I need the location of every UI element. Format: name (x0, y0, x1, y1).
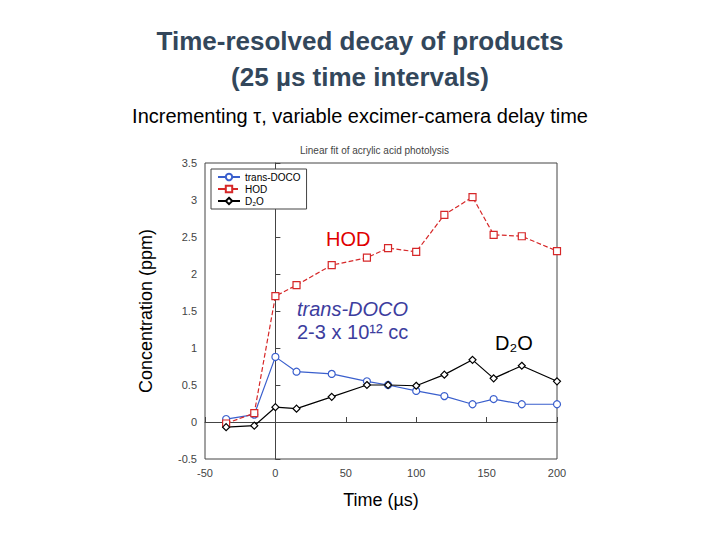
svg-text:150: 150 (477, 467, 495, 479)
svg-text:-50: -50 (197, 467, 213, 479)
svg-text:trans-DOCO: trans-DOCO (245, 172, 301, 183)
svg-text:200: 200 (548, 467, 566, 479)
svg-text:50: 50 (340, 467, 352, 479)
svg-text:0: 0 (272, 467, 278, 479)
svg-text:Linear fit of acrylic acid pho: Linear fit of acrylic acid photolysis (300, 145, 449, 156)
svg-text:2: 2 (191, 268, 197, 280)
svg-text:2-3 x 10¹² cc: 2-3 x 10¹² cc (297, 321, 408, 343)
svg-text:D₂O: D₂O (245, 196, 264, 207)
svg-text:Incrementing τ, variable excim: Incrementing τ, variable excimer-camera … (132, 105, 588, 127)
svg-text:Concentration (ppm): Concentration (ppm) (136, 229, 156, 393)
svg-text:Time (µs): Time (µs) (343, 490, 419, 510)
svg-text:1.5: 1.5 (182, 305, 197, 317)
svg-text:3: 3 (191, 194, 197, 206)
svg-text:0.5: 0.5 (182, 379, 197, 391)
svg-text:3.5: 3.5 (182, 157, 197, 169)
svg-text:-0.5: -0.5 (178, 453, 197, 465)
svg-text:(25 µs time intervals): (25 µs time intervals) (231, 62, 489, 92)
svg-text:D₂O: D₂O (495, 332, 533, 354)
svg-text:HOD: HOD (245, 184, 267, 195)
svg-text:HOD: HOD (326, 228, 370, 250)
svg-text:100: 100 (407, 467, 425, 479)
svg-text:0: 0 (191, 416, 197, 428)
svg-text:1: 1 (191, 342, 197, 354)
svg-text:trans-DOCO: trans-DOCO (297, 298, 408, 320)
svg-text:2.5: 2.5 (182, 231, 197, 243)
svg-text:Time-resolved decay of product: Time-resolved decay of products (157, 26, 564, 56)
